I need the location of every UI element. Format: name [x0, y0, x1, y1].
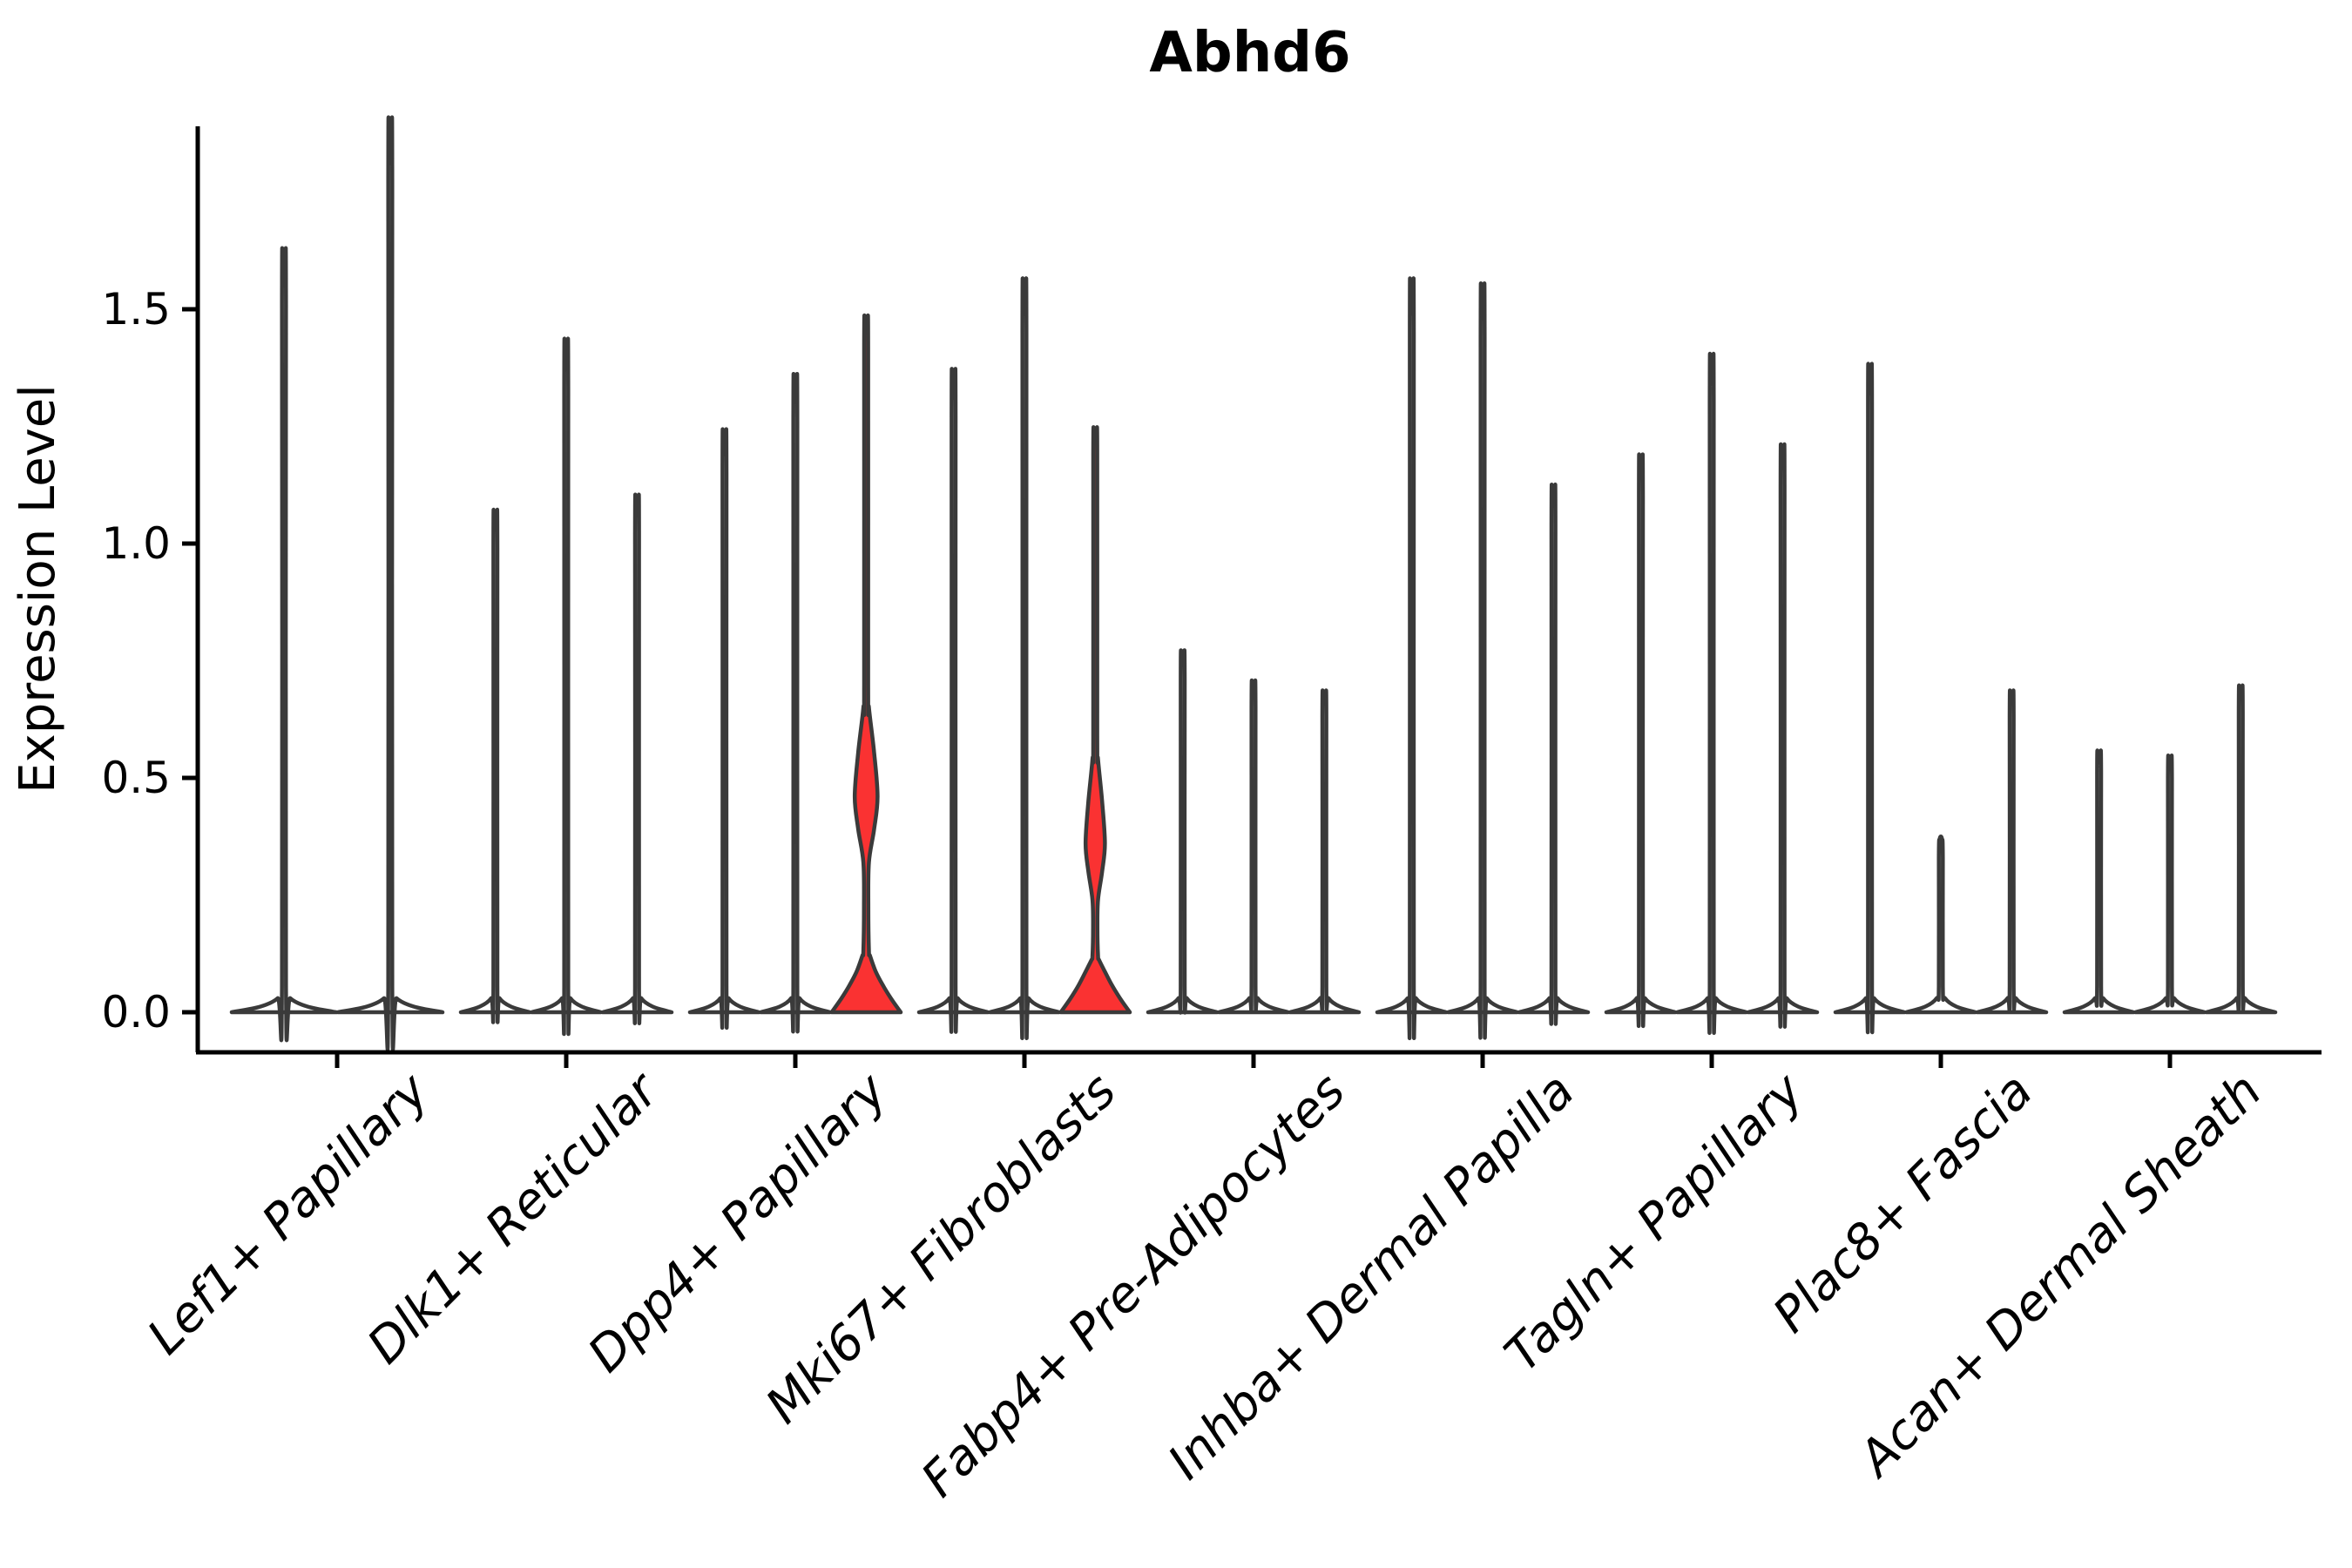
- chart-title: Abhd6: [1149, 21, 1350, 85]
- violin-highlighted: [1058, 425, 1132, 1015]
- violin: [1146, 648, 1220, 1015]
- violin: [1217, 678, 1290, 1015]
- violin-highlighted: [829, 313, 903, 1015]
- violin: [1446, 281, 1519, 1040]
- violin: [1375, 276, 1449, 1040]
- y-tick-label: 0.5: [101, 753, 171, 803]
- violin: [2204, 683, 2278, 1015]
- violin: [335, 115, 445, 1051]
- x-tick-label: Fabp4+ Pre-Adipocytes: [911, 1063, 1356, 1508]
- violin: [1833, 362, 1907, 1035]
- violin: [916, 367, 990, 1034]
- y-tick-label: 0.0: [101, 987, 171, 1037]
- violin: [1975, 688, 2049, 1015]
- violin: [988, 276, 1061, 1040]
- y-tick-label: 1.5: [101, 284, 171, 335]
- violin: [1288, 688, 1362, 1015]
- violins: [229, 115, 2278, 1051]
- axes: [182, 126, 2322, 1068]
- violin: [600, 492, 674, 1025]
- violin: [530, 336, 603, 1037]
- x-tick-label: Acan+ Dermal Sheath: [1847, 1063, 2273, 1489]
- violin: [1675, 352, 1748, 1035]
- violin: [1604, 452, 1678, 1029]
- violin: [1904, 835, 1977, 1015]
- x-tick-label: Inhba+ Dermal Papilla: [1158, 1063, 1585, 1490]
- violin: [1517, 483, 1591, 1026]
- violin: [2062, 748, 2136, 1015]
- violin: [687, 427, 761, 1031]
- y-tick-label: 1.0: [101, 518, 171, 569]
- violin: [1746, 442, 1820, 1029]
- y-axis-label: Expression Level: [10, 384, 66, 794]
- violin: [458, 507, 532, 1024]
- violin: [759, 372, 832, 1034]
- violin: [2133, 754, 2207, 1015]
- violin: [229, 246, 339, 1043]
